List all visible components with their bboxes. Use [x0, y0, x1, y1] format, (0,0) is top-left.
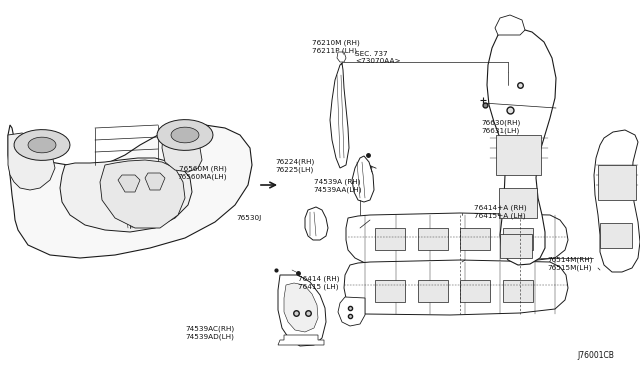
Text: 76414+A (RH)
76415+A (LH): 76414+A (RH) 76415+A (LH) — [474, 205, 526, 219]
Polygon shape — [305, 207, 328, 240]
Polygon shape — [14, 129, 70, 160]
Polygon shape — [145, 173, 165, 190]
Bar — [418, 280, 448, 302]
Text: 76530J: 76530J — [237, 215, 262, 221]
Polygon shape — [346, 213, 568, 264]
Bar — [499, 188, 537, 218]
Polygon shape — [278, 335, 324, 345]
Polygon shape — [171, 127, 199, 143]
Text: 74539AC(RH)
74539AD(LH): 74539AC(RH) 74539AD(LH) — [186, 326, 235, 340]
Text: 76414 (RH)
76415 (LH): 76414 (RH) 76415 (LH) — [298, 276, 339, 290]
Polygon shape — [337, 52, 346, 62]
Polygon shape — [157, 120, 213, 150]
Bar — [375, 228, 405, 250]
Polygon shape — [594, 130, 640, 272]
Text: 74539A (RH)
74539AA(LH): 74539A (RH) 74539AA(LH) — [314, 179, 362, 193]
Polygon shape — [8, 125, 252, 258]
Text: 76224(RH)
76225(LH): 76224(RH) 76225(LH) — [275, 158, 314, 173]
Polygon shape — [284, 283, 318, 332]
Bar — [600, 223, 632, 248]
Bar — [460, 228, 490, 250]
Polygon shape — [278, 275, 326, 346]
Polygon shape — [344, 260, 568, 315]
Polygon shape — [487, 28, 556, 265]
Text: 76630(RH)
76631(LH): 76630(RH) 76631(LH) — [481, 119, 520, 134]
Bar — [418, 228, 448, 250]
Polygon shape — [60, 158, 192, 232]
Bar — [496, 135, 541, 175]
Bar — [460, 280, 490, 302]
Bar — [375, 280, 405, 302]
Bar — [500, 234, 532, 258]
Text: 76210M (RH)
76211P (LH): 76210M (RH) 76211P (LH) — [312, 39, 360, 54]
Text: SEC. 737
<73070AA>: SEC. 737 <73070AA> — [355, 51, 401, 64]
Polygon shape — [100, 160, 185, 228]
Polygon shape — [352, 156, 374, 202]
Text: J76001CB: J76001CB — [577, 351, 614, 360]
Polygon shape — [330, 63, 349, 168]
Polygon shape — [8, 133, 55, 190]
Polygon shape — [338, 297, 365, 326]
Polygon shape — [118, 175, 140, 192]
Bar — [598, 165, 636, 200]
Bar — [503, 280, 533, 302]
Text: 76514M(RH)
76515M(LH): 76514M(RH) 76515M(LH) — [547, 257, 593, 271]
Polygon shape — [162, 128, 202, 172]
Text: 76560M (RH)
76560MA(LH): 76560M (RH) 76560MA(LH) — [178, 166, 227, 180]
Polygon shape — [495, 15, 525, 35]
Polygon shape — [28, 137, 56, 153]
Bar — [503, 228, 533, 250]
